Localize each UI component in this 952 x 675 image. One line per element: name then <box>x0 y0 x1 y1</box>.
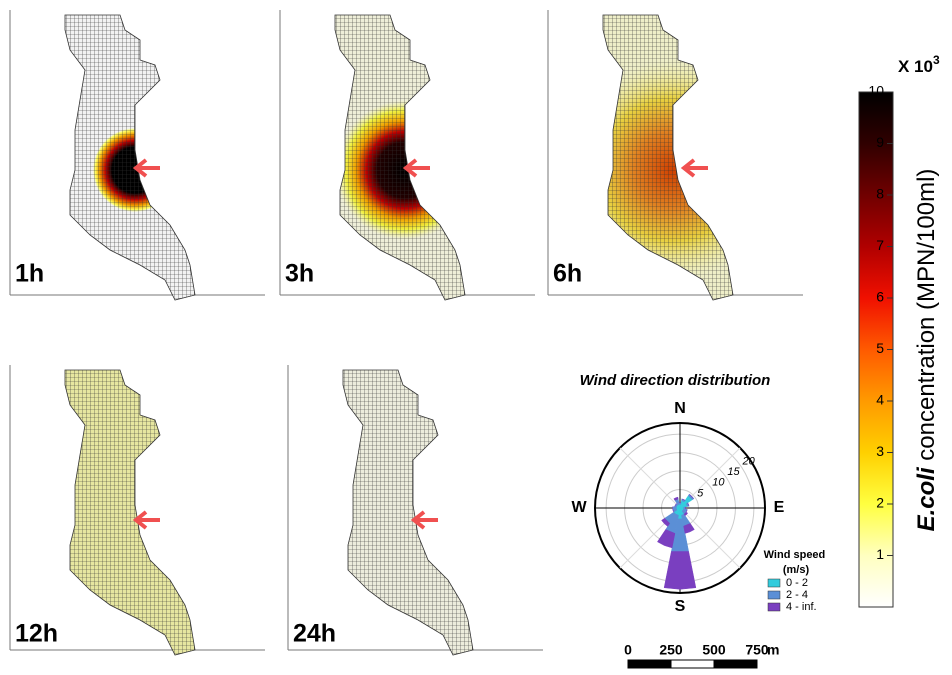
rose-ring-label: 15 <box>727 466 740 478</box>
colorbar-tick-label: 4 <box>876 392 884 408</box>
rose-petal <box>681 498 686 501</box>
panel-label: 12h <box>15 620 58 648</box>
colorbar-label: E.coli concentration (MPN/100ml) <box>913 169 940 532</box>
colorbar-tick-label: 6 <box>876 289 884 305</box>
scale-label: 750 <box>745 642 769 658</box>
rose-petal <box>675 503 678 506</box>
map-panel: 12h <box>9 365 265 656</box>
colorbar-tick-label: 8 <box>876 186 884 202</box>
scale-label: 0 <box>624 642 632 658</box>
scale-label: 500 <box>702 642 726 658</box>
rose-petal <box>674 504 676 508</box>
rose-spoke <box>679 507 741 569</box>
scale-label: 250 <box>659 642 683 658</box>
panel-label: 3h <box>285 260 314 288</box>
rose-ring-label: 10 <box>712 477 725 489</box>
colorbar-tick-label: 1 <box>876 546 884 562</box>
rose-petal <box>683 523 695 534</box>
rose-petal <box>687 502 690 507</box>
legend-swatch <box>767 602 781 612</box>
map-panel: 1h <box>9 10 265 301</box>
colorbar-tick-label: 9 <box>876 134 884 150</box>
colorbar-tick-label: 3 <box>876 443 884 459</box>
rose-ring-label: 5 <box>697 487 704 499</box>
scale-unit: m <box>767 642 779 658</box>
map-panel: 24h <box>287 365 543 656</box>
panel-label: 1h <box>15 260 44 288</box>
rose-petal <box>689 493 695 499</box>
direction-label: N <box>674 400 686 417</box>
panel-label: 6h <box>553 260 582 288</box>
direction-label: E <box>774 499 785 516</box>
colorbar-tick-label: 5 <box>876 340 884 356</box>
colorbar-tick-label: 7 <box>876 237 884 253</box>
rose-spoke <box>619 447 681 509</box>
wind-title: Wind direction distribution <box>580 372 771 389</box>
scale-bar-segment <box>628 660 671 668</box>
legend-swatch <box>767 578 781 588</box>
rose-petal <box>657 529 676 549</box>
legend-swatch <box>767 590 781 600</box>
map-panel: 3h <box>279 10 535 301</box>
legend-label: 0 - 2 <box>786 577 808 589</box>
rose-petal <box>685 509 688 513</box>
rose-petal <box>663 551 697 590</box>
direction-label: S <box>675 598 686 615</box>
rose-ring-label: 20 <box>742 456 756 468</box>
rose-petal <box>661 517 671 527</box>
colorbar-tick-label: 10 <box>868 83 884 99</box>
legend-label: 2 - 4 <box>786 589 808 601</box>
legend-title-unit: (m/s) <box>783 564 810 576</box>
colorbar-tick-label: 2 <box>876 495 884 511</box>
panel-label: 24h <box>293 620 336 648</box>
rose-petal <box>673 496 679 501</box>
map-panel: 6h <box>547 10 803 301</box>
rose-petal <box>672 509 675 513</box>
scale-bar-segment <box>714 660 757 668</box>
legend-label: 4 - inf. <box>786 601 817 613</box>
direction-label: W <box>571 499 587 516</box>
legend-title: Wind speed (m/s) <box>764 549 829 576</box>
colorbar-multiplier: X 103 <box>898 53 940 76</box>
rose-petal <box>683 511 689 517</box>
